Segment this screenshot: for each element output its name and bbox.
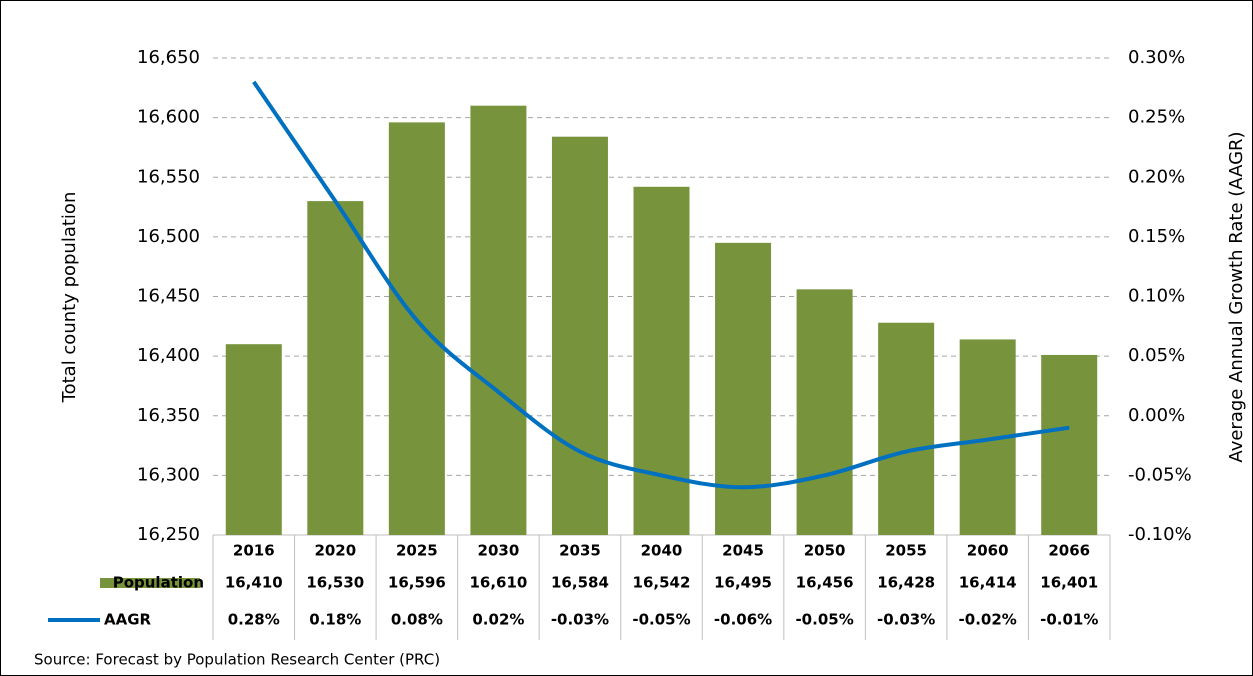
x-tick-label: 2025 xyxy=(396,542,438,560)
y-tick-label: 16,400 xyxy=(137,345,200,366)
y2-tick-label: 0.20% xyxy=(1128,166,1185,187)
x-tick-label: 2060 xyxy=(967,542,1009,560)
x-tick-label: 2055 xyxy=(885,542,927,560)
table-value: 0.28% xyxy=(228,611,280,629)
y-tick-label: 16,300 xyxy=(137,464,200,485)
x-tick-label: 2045 xyxy=(722,542,764,560)
bar xyxy=(796,289,853,535)
x-tick-label: 2035 xyxy=(559,542,601,560)
table-value: 16,542 xyxy=(633,574,691,592)
table-value: 16,401 xyxy=(1040,574,1098,592)
y2-tick-label: 0.05% xyxy=(1128,345,1185,366)
table-value: -0.03% xyxy=(551,611,609,629)
y2-tick-label: -0.05% xyxy=(1128,464,1192,485)
legend-label: AAGR xyxy=(104,611,152,629)
y-tick-label: 16,600 xyxy=(137,107,200,128)
y-tick-label: 16,650 xyxy=(137,47,200,68)
table-value: -0.05% xyxy=(795,611,853,629)
table-value: -0.02% xyxy=(959,611,1017,629)
table-value: 0.18% xyxy=(309,611,361,629)
bar xyxy=(307,201,364,535)
table-value: 16,610 xyxy=(469,574,527,592)
table-value: 0.02% xyxy=(472,611,524,629)
y2-tick-label: -0.10% xyxy=(1128,524,1192,545)
x-tick-label: 2066 xyxy=(1048,542,1090,560)
table-value: 16,456 xyxy=(796,574,854,592)
x-tick-label: 2016 xyxy=(233,542,275,560)
bar xyxy=(878,322,935,535)
table-value: 16,530 xyxy=(306,574,364,592)
bar xyxy=(470,105,527,535)
x-tick-label: 2040 xyxy=(641,542,683,560)
table-value: 16,410 xyxy=(225,574,283,592)
table-value: -0.05% xyxy=(632,611,690,629)
table-value: 16,596 xyxy=(388,574,446,592)
y2-tick-label: 0.30% xyxy=(1128,47,1185,68)
table-value: 16,414 xyxy=(959,574,1017,592)
y2-tick-label: 0.25% xyxy=(1128,107,1185,128)
legend-label: Population xyxy=(113,574,204,592)
y-tick-label: 16,350 xyxy=(137,405,200,426)
bar xyxy=(715,242,772,535)
x-tick-label: 2050 xyxy=(804,542,846,560)
y2-tick-label: 0.10% xyxy=(1128,286,1185,307)
y-tick-label: 16,550 xyxy=(137,166,200,187)
y2-axis-title: Average Annual Growth Rate (AAGR) xyxy=(1226,131,1247,462)
table-value: 16,428 xyxy=(877,574,935,592)
bar xyxy=(633,186,690,536)
x-tick-label: 2030 xyxy=(478,542,520,560)
table-value: 0.08% xyxy=(391,611,443,629)
line xyxy=(252,80,1070,490)
y-tick-label: 16,500 xyxy=(137,226,200,247)
table-value: 16,495 xyxy=(714,574,772,592)
legend-key xyxy=(100,578,200,588)
table-value: -0.03% xyxy=(877,611,935,629)
table-value: 16,584 xyxy=(551,574,609,592)
table-value: -0.06% xyxy=(714,611,772,629)
bar xyxy=(225,344,282,535)
bar xyxy=(1041,354,1098,535)
source-note: Source: Forecast by Population Research … xyxy=(34,651,440,669)
bar xyxy=(388,122,445,536)
y-axis-title: Total county population xyxy=(59,192,80,404)
y2-tick-label: 0.15% xyxy=(1128,226,1185,247)
y-tick-label: 16,450 xyxy=(137,286,200,307)
y-tick-label: 16,250 xyxy=(137,524,200,545)
bar xyxy=(551,136,608,535)
x-tick-label: 2020 xyxy=(314,542,356,560)
y2-tick-label: 0.00% xyxy=(1128,405,1185,426)
table-value: -0.01% xyxy=(1040,611,1098,629)
